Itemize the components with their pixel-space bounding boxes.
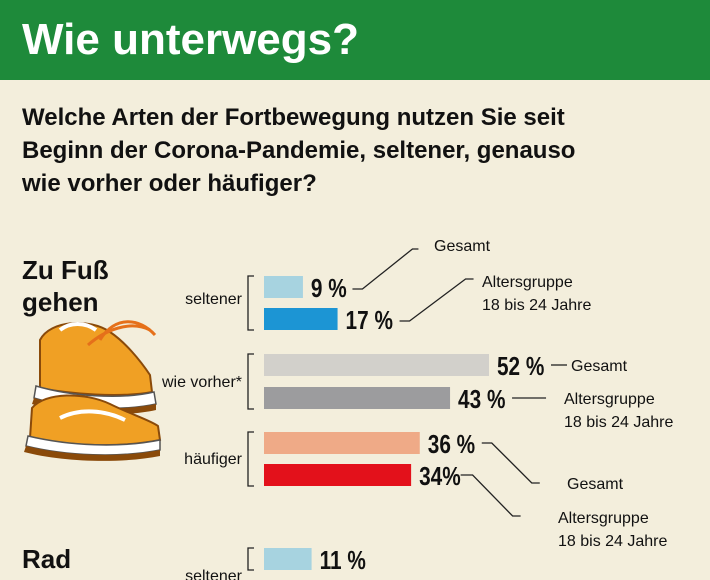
question-text: Welche Arten der Fortbewegung nutzen Sie… bbox=[22, 101, 692, 200]
category-label: häufiger bbox=[184, 451, 242, 468]
annotation-leader bbox=[460, 474, 521, 517]
category-bracket bbox=[247, 547, 254, 571]
annotation-label: Altersgruppe bbox=[558, 510, 649, 527]
bar bbox=[264, 432, 420, 454]
annotation-label: Gesamt bbox=[434, 238, 491, 255]
annotation-label: Gesamt bbox=[571, 358, 628, 375]
bar-value-label: 34% bbox=[419, 462, 461, 491]
bar-value-label: 43 % bbox=[458, 385, 505, 414]
question-line-2: Beginn der Corona-Pandemie, seltener, ge… bbox=[22, 137, 576, 164]
category-label: seltener bbox=[185, 568, 243, 580]
annotation-label: 18 bis 24 Jahre bbox=[564, 414, 674, 431]
question-line-3: wie vorher oder häufiger? bbox=[22, 170, 317, 197]
group-label-walking-line-1: Zu Fuß bbox=[22, 255, 109, 285]
bar bbox=[264, 464, 412, 486]
annotation-leader bbox=[399, 278, 474, 322]
annotation-leader bbox=[352, 248, 419, 290]
annotation-label: 18 bis 24 Jahre bbox=[558, 533, 668, 550]
bar bbox=[264, 387, 451, 409]
bar bbox=[264, 308, 338, 330]
bar bbox=[264, 276, 303, 298]
category-bracket bbox=[247, 431, 254, 487]
labels-layer: seltener 9 % 17 % wie vorher* 52 % 43 % häufig… bbox=[161, 238, 674, 580]
bar-value-label: 9 % bbox=[311, 274, 347, 303]
bars-layer bbox=[264, 276, 489, 570]
shoe-icon bbox=[24, 320, 162, 461]
bar-value-label: 11 % bbox=[320, 546, 366, 575]
group-label-bike-line-1: Rad bbox=[22, 544, 72, 574]
question-line-1: Welche Arten der Fortbewegung nutzen Sie… bbox=[22, 104, 565, 131]
category-bracket bbox=[247, 275, 254, 331]
group-label-walking: Zu Fuß gehen bbox=[22, 254, 109, 318]
annotation-leader bbox=[481, 442, 540, 484]
bar bbox=[264, 354, 489, 376]
bar bbox=[264, 548, 312, 570]
annotation-label: Altersgruppe bbox=[482, 274, 573, 291]
group-label-walking-line-2: gehen bbox=[22, 287, 99, 317]
category-label: wie vorher* bbox=[161, 374, 242, 391]
bar-value-label: 52 % bbox=[497, 352, 544, 381]
annotation-label: Gesamt bbox=[567, 476, 624, 493]
category-label: seltener bbox=[185, 291, 243, 308]
header-bar: Wie unterwegs? bbox=[0, 0, 710, 80]
bar-value-label: 17 % bbox=[346, 306, 393, 335]
group-label-bike: Rad bbox=[22, 543, 71, 575]
annotation-label: 18 bis 24 Jahre bbox=[482, 297, 592, 314]
annotation-label: Altersgruppe bbox=[564, 391, 655, 408]
page-title: Wie unterwegs? bbox=[22, 15, 359, 64]
category-bracket bbox=[247, 353, 254, 410]
bar-value-label: 36 % bbox=[428, 430, 475, 459]
